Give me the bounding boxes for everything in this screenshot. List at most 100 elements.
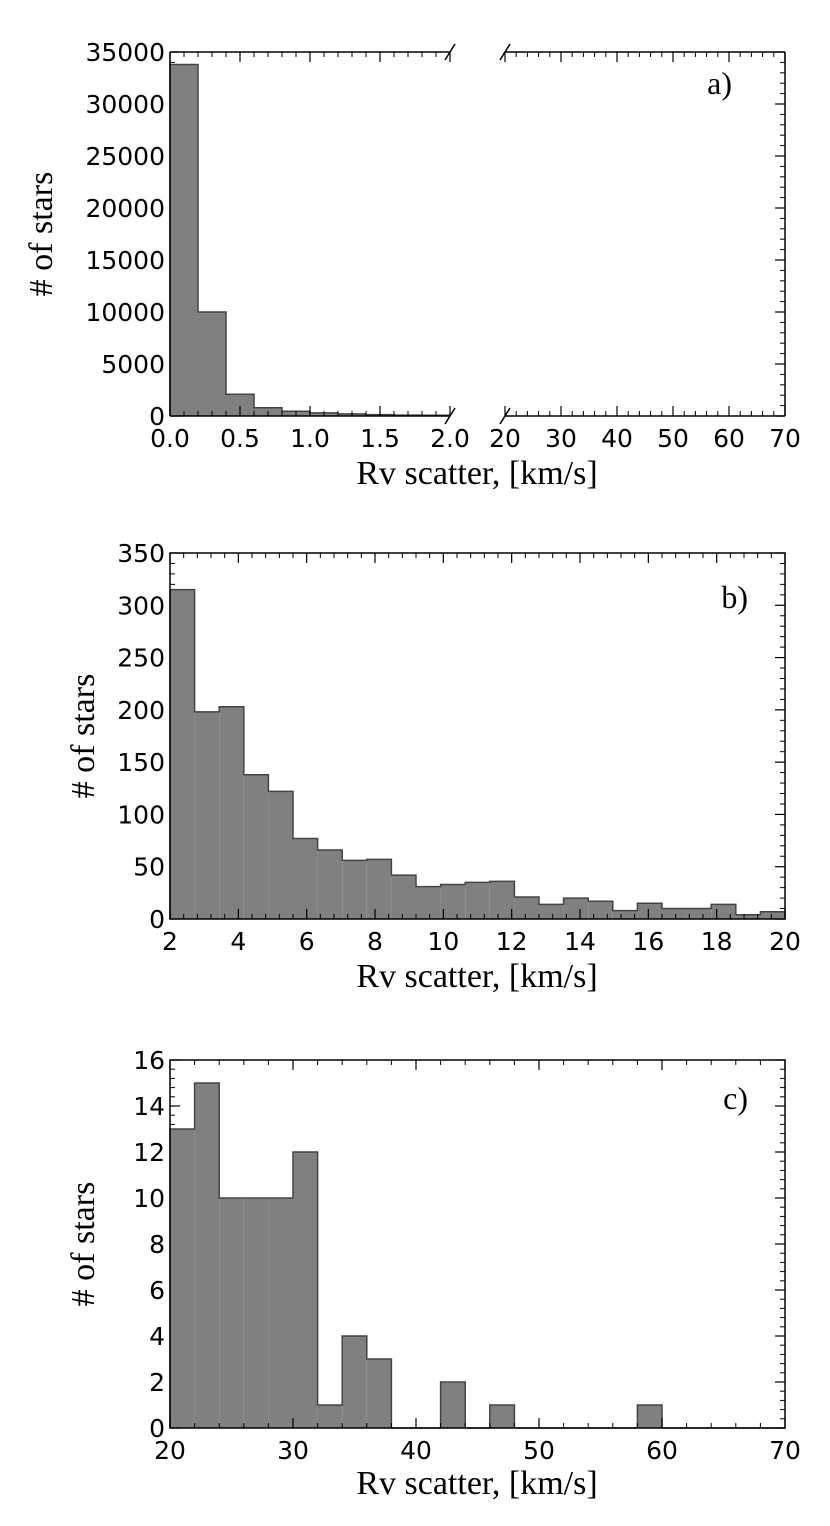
histogram-bar xyxy=(391,875,416,919)
x-tick-label: 40 xyxy=(400,1436,432,1465)
x-tick-label: 10 xyxy=(427,927,459,956)
y-tick-label: 0 xyxy=(149,1414,165,1443)
y-tick-label: 10 xyxy=(133,1184,165,1213)
y-tick-label: 100 xyxy=(117,800,165,829)
x-tick-label: 70 xyxy=(769,1436,801,1465)
y-axis-label: # of stars xyxy=(65,674,102,799)
y-tick-label: 20000 xyxy=(85,194,165,223)
axes-frame xyxy=(169,1059,786,1429)
x-axis-label: Rv scatter, [km/s] xyxy=(356,958,597,995)
histogram-bar xyxy=(342,860,367,919)
y-tick-label: 50 xyxy=(133,853,165,882)
panel-c: 0 2 4 6 8 10 12 14 16 20 30 40 50 60 70 Rv scatter, [km… xyxy=(65,1046,801,1502)
x-tick-label: 60 xyxy=(646,1436,678,1465)
y-tick-label: 200 xyxy=(117,696,165,725)
histogram-bar xyxy=(563,898,589,919)
histogram-bar xyxy=(268,1198,293,1428)
x-tick-label: 70 xyxy=(769,424,801,453)
x-tick-label: 8 xyxy=(367,927,383,956)
x-tick-label: 50 xyxy=(523,1436,555,1465)
x-tick-label: 0.0 xyxy=(150,424,190,453)
y-tick-label: 4 xyxy=(149,1322,165,1351)
x-tick-label: 20 xyxy=(489,424,521,453)
y-tick-label: 350 xyxy=(117,539,165,568)
x-tick-label: 12 xyxy=(496,927,528,956)
histogram-bar xyxy=(711,904,736,919)
y-tick-label: 14 xyxy=(133,1092,165,1121)
histogram-bar xyxy=(465,882,490,919)
y-tick-label: 15000 xyxy=(85,246,165,275)
y-tick-label: 0 xyxy=(149,402,165,431)
y-tick-label: 150 xyxy=(117,748,165,777)
histogram-bar xyxy=(760,911,785,919)
histogram-bar xyxy=(366,859,392,919)
histogram-bar xyxy=(317,1405,343,1428)
y-tick-label: 2 xyxy=(149,1368,165,1397)
histogram-bar xyxy=(489,881,515,919)
histogram-bar xyxy=(198,312,226,416)
histogram-bar xyxy=(194,711,220,919)
histogram-bar xyxy=(588,901,613,919)
histogram-outline xyxy=(169,588,786,919)
histogram-bar xyxy=(686,908,712,919)
x-tick-label: 30 xyxy=(545,424,577,453)
y-tick-label: 250 xyxy=(117,644,165,673)
y-tick-label: 12 xyxy=(133,1138,165,1167)
x-tick-label: 50 xyxy=(657,424,689,453)
axes-frame xyxy=(169,552,786,920)
y-axis-label: # of stars xyxy=(23,172,60,297)
histogram-bar xyxy=(293,838,318,919)
histogram-bar xyxy=(440,1382,466,1428)
panel-a: 0 5000 10000 15000 20000 25000 30000 35000 0.0 0.… xyxy=(23,38,801,492)
histogram-bar xyxy=(539,904,564,919)
y-tick-label: 35000 xyxy=(85,38,165,67)
histogram-bar xyxy=(637,903,662,919)
histogram-bar xyxy=(243,774,269,919)
histogram-bar xyxy=(219,706,244,919)
y-tick-label: 30000 xyxy=(85,90,165,119)
y-tick-label: 10000 xyxy=(85,298,165,327)
panel-label: c) xyxy=(723,1080,748,1116)
x-axis-label: Rv scatter, [km/s] xyxy=(356,1465,597,1502)
y-tick-label: 16 xyxy=(133,1046,165,1075)
histogram-bar xyxy=(293,1152,318,1428)
panel-label: a) xyxy=(707,65,732,101)
x-tick-label: 40 xyxy=(601,424,633,453)
histogram-bar xyxy=(366,1359,392,1428)
y-tick-label: 0 xyxy=(149,905,165,934)
histogram-bar xyxy=(612,910,638,919)
y-tick-label: 6 xyxy=(149,1276,165,1305)
x-tick-label: 1.0 xyxy=(290,424,330,453)
histogram-bar xyxy=(489,1405,515,1428)
x-tick-label: 30 xyxy=(277,1436,309,1465)
x-tick-label: 0.5 xyxy=(220,424,260,453)
histogram-bar xyxy=(317,849,343,919)
y-axis-label: # of stars xyxy=(65,1182,102,1307)
histogram-bar xyxy=(416,886,441,919)
histogram-bar xyxy=(194,1083,220,1428)
x-tick-label: 16 xyxy=(632,927,664,956)
x-tick-label: 1.5 xyxy=(360,424,400,453)
histogram-bar xyxy=(440,884,466,919)
panel-label: b) xyxy=(721,579,748,615)
histogram-bar xyxy=(170,1129,195,1428)
x-tick-label: 2 xyxy=(162,927,178,956)
x-tick-label: 60 xyxy=(713,424,745,453)
x-axis-label: Rv scatter, [km/s] xyxy=(356,455,597,492)
histogram-bar xyxy=(219,1198,244,1428)
y-tick-label: 300 xyxy=(117,591,165,620)
histogram-bar xyxy=(268,791,293,919)
histogram-bar xyxy=(226,394,254,416)
histogram-bar xyxy=(514,897,539,919)
x-tick-label: 18 xyxy=(701,927,733,956)
x-tick-label: 2.0 xyxy=(430,424,470,453)
histogram-bar xyxy=(735,914,761,919)
y-tick-label: 8 xyxy=(149,1230,165,1259)
y-tick-label: 5000 xyxy=(101,350,165,379)
histogram-bar xyxy=(170,64,198,416)
histogram-bar xyxy=(662,908,687,919)
y-tick-label: 25000 xyxy=(85,142,165,171)
x-tick-label: 4 xyxy=(230,927,246,956)
x-tick-label: 6 xyxy=(299,927,315,956)
